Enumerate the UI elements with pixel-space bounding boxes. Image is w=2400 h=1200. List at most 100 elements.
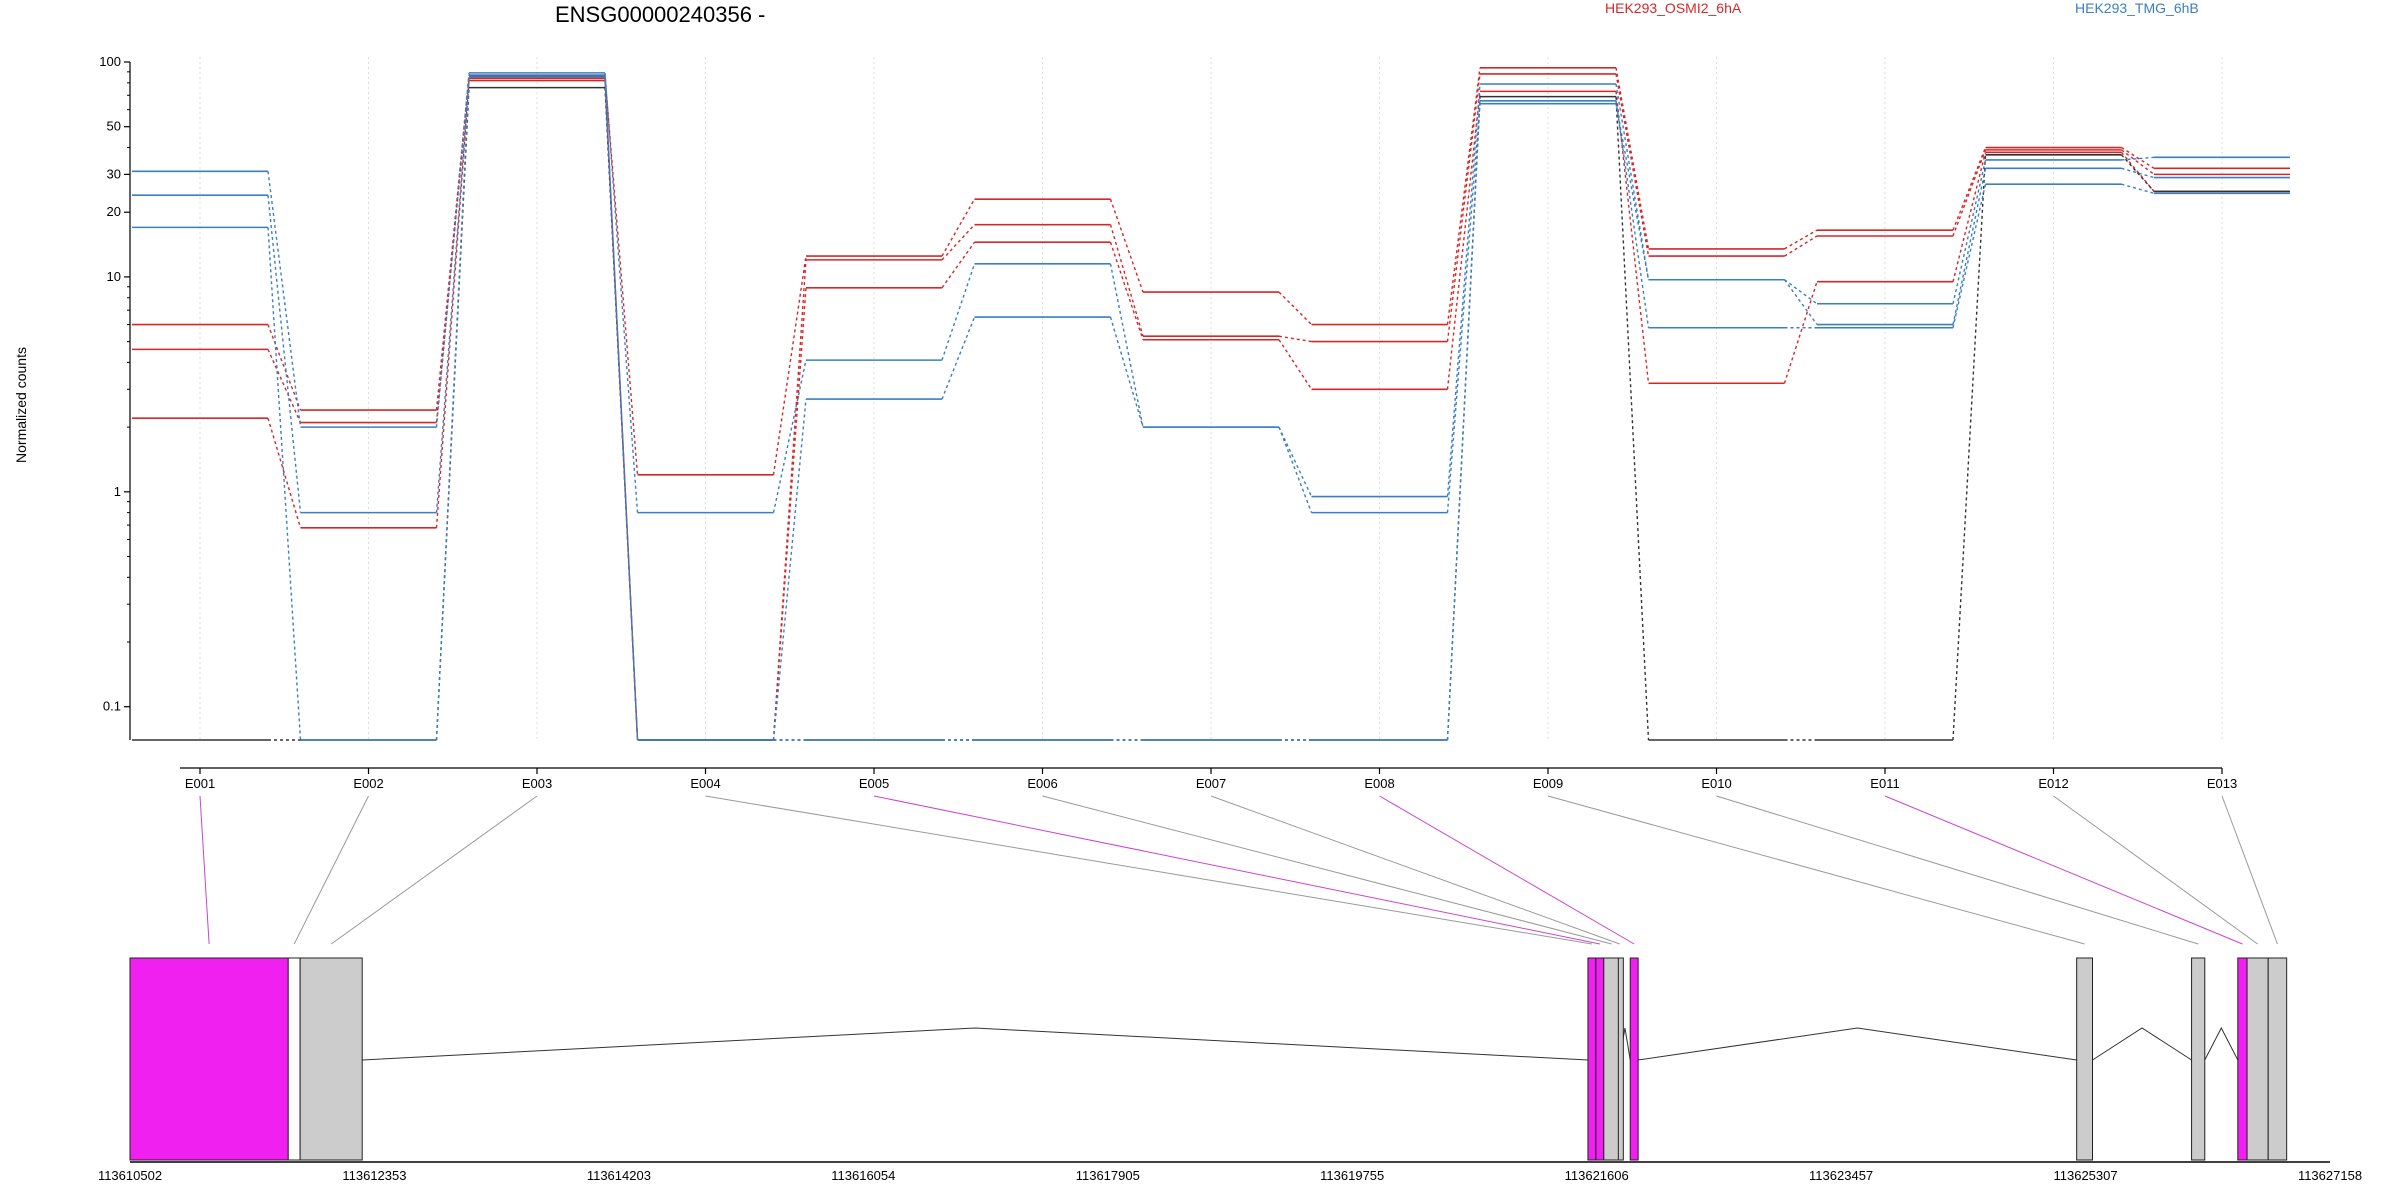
series-3-link [267,418,302,529]
series-5-link [267,171,302,428]
series-2-link [1278,335,1312,343]
x-tick-label-e004: E004 [690,776,720,791]
genomic-tick-label: 113616054 [831,1168,895,1183]
genomic-tick-label: 113625307 [2054,1168,2118,1183]
series-3-link [1109,242,1144,340]
series-5-link [1784,279,1818,305]
series-6-link [435,74,470,513]
series-3-link [941,241,976,289]
series-5-link [1446,83,1481,497]
series-6-link [1783,279,1818,325]
connector-e013 [2221,795,2278,945]
series-6-link [267,195,302,513]
series-6-link [1278,426,1313,513]
x-tick-label-e006: E006 [1027,776,1057,791]
series-1-link [941,198,976,257]
connector-e009 [1547,795,2085,945]
connector-e005 [873,795,1600,945]
connector-e007 [1210,795,1620,945]
series-1-link [1784,229,1818,250]
series-5-link [435,72,470,428]
series-6-link [1446,103,1481,513]
series-2-link [1615,73,1650,257]
exon-box-e008 [1629,957,1639,1161]
exon-box-e012 [2246,957,2269,1161]
series-1-link [1109,198,1144,293]
series-2-link [941,224,976,261]
exon-box-e010 [2191,957,2206,1161]
x-tick-label-e011: E011 [1870,776,1899,791]
exon-box-e006 [1603,957,1621,1161]
intron-line [2204,1026,2239,1061]
axes: 0.1 1 10 20 30 50 100 E001 E002 E003 E004 E005 E006 E… [99,54,2237,791]
genomic-tick-label: 113610502 [98,1168,162,1183]
exon-connectors [199,795,2278,945]
legend-label-tmg: HEK293_TMG_6hB [2075,0,2199,16]
series-1-link [604,76,639,475]
x-tick-label-e008: E008 [1364,776,1394,791]
series-5-link [1109,263,1144,428]
series-1-link [1446,67,1481,325]
series-1-link [267,324,302,411]
connector-e001 [199,795,210,945]
series-7-link [1446,100,1481,741]
exon-box-e009 [2076,957,2094,1161]
intron-line [1638,1027,2077,1061]
y-axis-label: Normalized counts [13,347,29,463]
exon-box-e011 [2237,957,2248,1161]
series-4-link [1615,96,1650,741]
genomic-tick-label: 113627158 [2298,1168,2362,1183]
connector-e003 [330,795,538,945]
series-2-link [267,349,302,423]
series-6-link [1109,316,1144,428]
genomic-tick-label: 113614203 [587,1168,651,1183]
x-tick-label-e005: E005 [859,776,889,791]
series-4-link [2120,154,2155,192]
intron-line [362,1027,1588,1061]
series-1-link [1278,291,1312,326]
series-3-link [1278,339,1313,390]
series-2-link [2121,149,2155,175]
y-tick-label-0.1: 0.1 [103,699,121,714]
connector-e002 [293,795,369,945]
series-2-link [435,78,470,423]
series-3-link [772,287,807,741]
series-5-link [1952,159,1987,304]
genomic-tick-label: 113617905 [1076,1168,1140,1183]
series-1-link [1952,147,1987,231]
legend-label-osmi2: HEK293_OSMI2_6hA [1605,0,1742,16]
series-2-link [1109,224,1144,337]
connector-e008 [1379,795,1635,945]
genomic-tick-label: 113623457 [1809,1168,1873,1183]
series-7-link [604,77,639,741]
series-1-link [1615,67,1650,250]
series-3-link [2120,151,2155,192]
x-tick-label-e009: E009 [1533,776,1563,791]
connector-e006 [1042,795,1612,945]
y-tick-label-30: 30 [107,166,121,181]
y-tick-label-20: 20 [107,204,121,219]
series-1-link [435,76,470,411]
x-tick-label-e003: E003 [522,776,552,791]
connector-e012 [2053,795,2258,945]
series-7-link [1615,100,1650,328]
series-5-link [941,263,976,361]
exon-box-e005 [1595,957,1605,1161]
series-2-link [1784,235,1818,257]
x-tick-label-e007: E007 [1196,776,1226,791]
x-tick-label-e002: E002 [353,776,383,791]
series-6-link [1952,168,1987,325]
series-lines [132,66,2290,741]
series-5-link [772,359,807,513]
series-6-link [772,399,807,741]
series-7-link [435,77,470,741]
series-3 [132,79,2290,741]
x-tick-label-e012: E012 [2038,776,2068,791]
chart-title: ENSG00000240356 - [555,2,765,27]
series-3-link [435,80,470,528]
series-6-link [941,316,976,400]
gene-model: 113610502 113612353 113614203 113616054 1136… [98,957,2362,1183]
exon-box-e002 [287,957,301,1161]
series-3-link [1952,152,1987,282]
